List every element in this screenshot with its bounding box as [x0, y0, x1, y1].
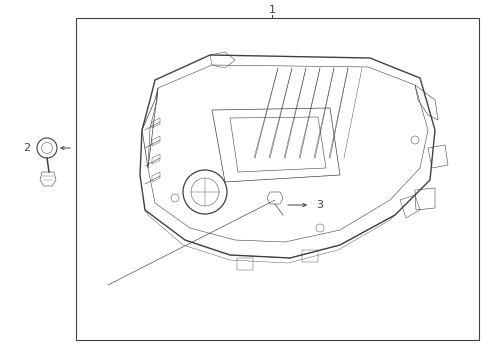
- Bar: [76, 18, 478, 340]
- Text: 1: 1: [268, 5, 275, 15]
- Text: 3: 3: [316, 200, 323, 210]
- Text: 2: 2: [23, 143, 30, 153]
